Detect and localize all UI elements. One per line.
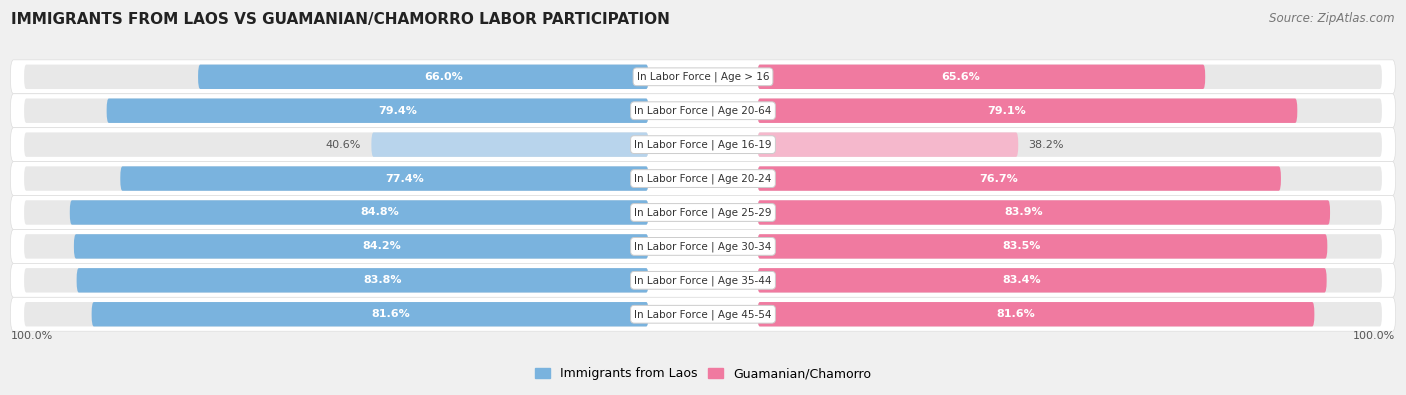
- FancyBboxPatch shape: [24, 132, 648, 157]
- Text: 100.0%: 100.0%: [1354, 331, 1396, 341]
- FancyBboxPatch shape: [24, 166, 648, 191]
- FancyBboxPatch shape: [91, 302, 648, 327]
- FancyBboxPatch shape: [758, 234, 1327, 259]
- FancyBboxPatch shape: [24, 200, 648, 225]
- Text: In Labor Force | Age 20-64: In Labor Force | Age 20-64: [634, 105, 772, 116]
- Text: 83.4%: 83.4%: [1002, 275, 1040, 285]
- Text: In Labor Force | Age 16-19: In Labor Force | Age 16-19: [634, 139, 772, 150]
- FancyBboxPatch shape: [371, 132, 648, 157]
- FancyBboxPatch shape: [24, 64, 648, 89]
- Text: 66.0%: 66.0%: [425, 72, 463, 82]
- Text: 38.2%: 38.2%: [1028, 140, 1064, 150]
- FancyBboxPatch shape: [758, 98, 1382, 123]
- FancyBboxPatch shape: [758, 268, 1382, 293]
- FancyBboxPatch shape: [758, 268, 1327, 293]
- FancyBboxPatch shape: [758, 302, 1315, 327]
- FancyBboxPatch shape: [24, 302, 648, 327]
- Text: In Labor Force | Age 45-54: In Labor Force | Age 45-54: [634, 309, 772, 320]
- FancyBboxPatch shape: [758, 132, 1382, 157]
- Text: In Labor Force | Age 25-29: In Labor Force | Age 25-29: [634, 207, 772, 218]
- FancyBboxPatch shape: [24, 268, 648, 293]
- Text: 77.4%: 77.4%: [385, 173, 425, 184]
- Legend: Immigrants from Laos, Guamanian/Chamorro: Immigrants from Laos, Guamanian/Chamorro: [530, 362, 876, 386]
- Text: In Labor Force | Age 20-24: In Labor Force | Age 20-24: [634, 173, 772, 184]
- Text: 100.0%: 100.0%: [10, 331, 52, 341]
- FancyBboxPatch shape: [77, 268, 648, 293]
- Text: 40.6%: 40.6%: [326, 140, 361, 150]
- Text: 65.6%: 65.6%: [942, 72, 980, 82]
- Text: In Labor Force | Age 30-34: In Labor Force | Age 30-34: [634, 241, 772, 252]
- Text: 83.5%: 83.5%: [1002, 241, 1042, 251]
- Text: 76.7%: 76.7%: [980, 173, 1018, 184]
- FancyBboxPatch shape: [758, 132, 1018, 157]
- FancyBboxPatch shape: [10, 60, 1396, 94]
- Text: 83.8%: 83.8%: [364, 275, 402, 285]
- FancyBboxPatch shape: [758, 302, 1382, 327]
- FancyBboxPatch shape: [10, 162, 1396, 196]
- FancyBboxPatch shape: [758, 64, 1205, 89]
- FancyBboxPatch shape: [10, 94, 1396, 128]
- FancyBboxPatch shape: [758, 166, 1281, 191]
- Text: 81.6%: 81.6%: [995, 309, 1035, 319]
- FancyBboxPatch shape: [107, 98, 648, 123]
- FancyBboxPatch shape: [758, 234, 1382, 259]
- FancyBboxPatch shape: [10, 297, 1396, 331]
- FancyBboxPatch shape: [10, 229, 1396, 263]
- FancyBboxPatch shape: [758, 98, 1298, 123]
- Text: 79.4%: 79.4%: [378, 106, 418, 116]
- FancyBboxPatch shape: [10, 196, 1396, 229]
- Text: 83.9%: 83.9%: [1004, 207, 1043, 218]
- FancyBboxPatch shape: [121, 166, 648, 191]
- Text: IMMIGRANTS FROM LAOS VS GUAMANIAN/CHAMORRO LABOR PARTICIPATION: IMMIGRANTS FROM LAOS VS GUAMANIAN/CHAMOR…: [11, 12, 671, 27]
- FancyBboxPatch shape: [75, 234, 648, 259]
- Text: 79.1%: 79.1%: [987, 106, 1026, 116]
- FancyBboxPatch shape: [758, 200, 1382, 225]
- FancyBboxPatch shape: [10, 128, 1396, 162]
- FancyBboxPatch shape: [70, 200, 648, 225]
- FancyBboxPatch shape: [758, 64, 1382, 89]
- Text: 81.6%: 81.6%: [371, 309, 411, 319]
- FancyBboxPatch shape: [758, 166, 1382, 191]
- Text: Source: ZipAtlas.com: Source: ZipAtlas.com: [1270, 12, 1395, 25]
- FancyBboxPatch shape: [10, 263, 1396, 297]
- Text: 84.2%: 84.2%: [363, 241, 401, 251]
- Text: 84.8%: 84.8%: [360, 207, 399, 218]
- FancyBboxPatch shape: [24, 234, 648, 259]
- FancyBboxPatch shape: [198, 64, 648, 89]
- FancyBboxPatch shape: [24, 98, 648, 123]
- FancyBboxPatch shape: [758, 200, 1330, 225]
- Text: In Labor Force | Age > 16: In Labor Force | Age > 16: [637, 71, 769, 82]
- Text: In Labor Force | Age 35-44: In Labor Force | Age 35-44: [634, 275, 772, 286]
